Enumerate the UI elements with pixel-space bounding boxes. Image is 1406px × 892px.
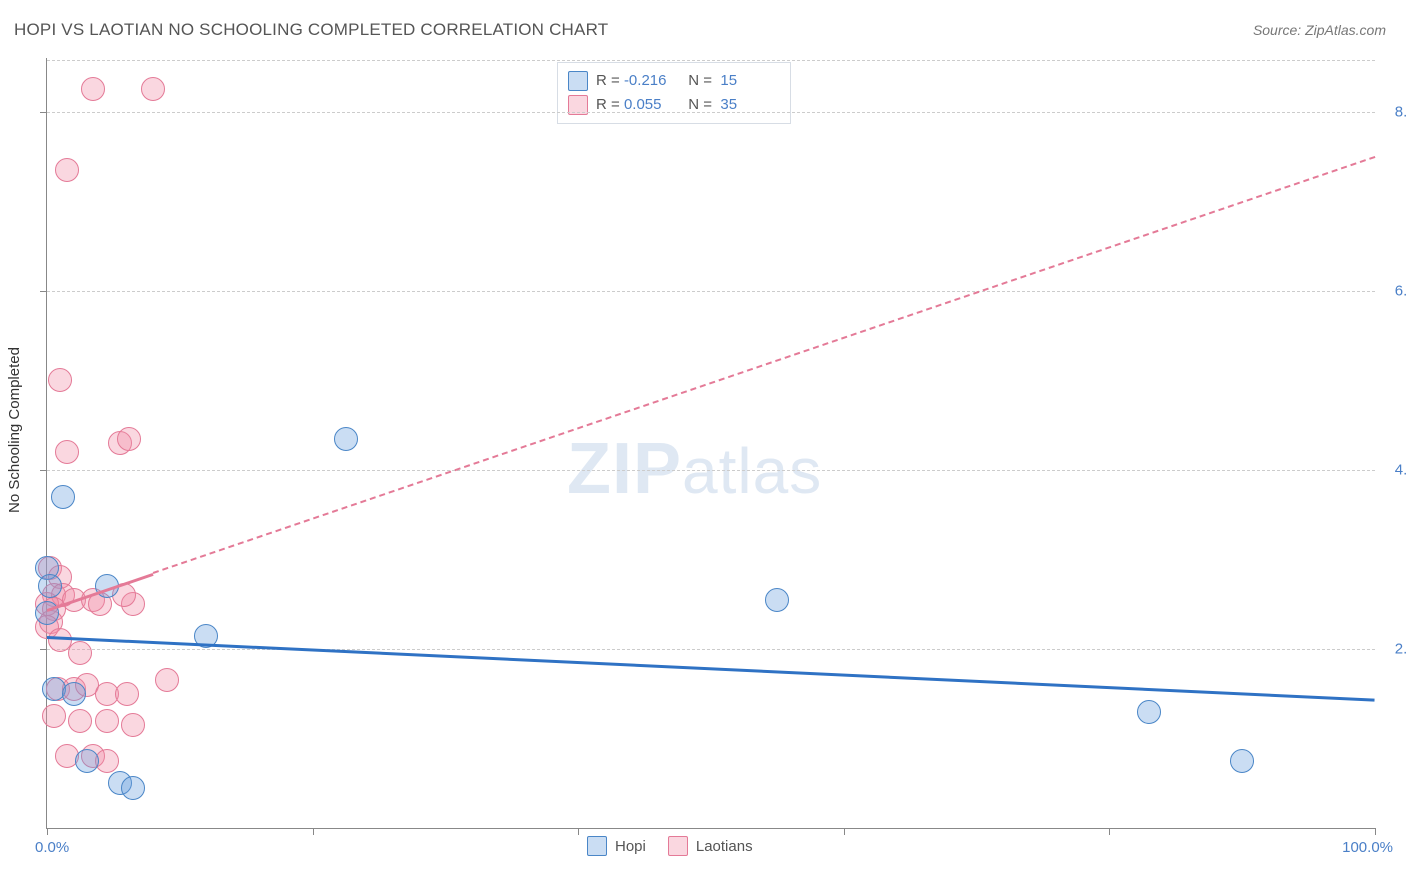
laotians-point (121, 713, 145, 737)
hopi-point (121, 776, 145, 800)
correlation-row: R = 0.055 N = 35 (568, 93, 776, 117)
y-tick-label: 4.0% (1395, 461, 1406, 478)
gridline (47, 649, 1375, 650)
laotians-point (68, 709, 92, 733)
gridline (47, 60, 1375, 61)
y-tick (40, 649, 47, 650)
laotians-point (115, 682, 139, 706)
trend-line (153, 157, 1375, 575)
laotians-point (81, 77, 105, 101)
x-axis-min-label: 0.0% (35, 839, 69, 856)
x-tick (47, 828, 48, 835)
y-tick (40, 470, 47, 471)
laotians-point (117, 427, 141, 451)
laotians-point (55, 158, 79, 182)
laotians-point (42, 704, 66, 728)
hopi-point (1230, 749, 1254, 773)
hopi-point (62, 682, 86, 706)
x-tick (1375, 828, 1376, 835)
y-tick-label: 8.0% (1395, 103, 1406, 120)
correlation-box: R = -0.216 N = 15R = 0.055 N = 35 (557, 62, 791, 124)
x-tick (313, 828, 314, 835)
legend-label: Laotians (696, 838, 753, 855)
gridline (47, 470, 1375, 471)
y-tick-label: 6.0% (1395, 282, 1406, 299)
source-label: Source: ZipAtlas.com (1253, 22, 1386, 38)
legend-item: Hopi (587, 836, 646, 856)
y-tick (40, 291, 47, 292)
y-axis-title: No Schooling Completed (6, 347, 23, 513)
hopi-point (765, 588, 789, 612)
x-tick (844, 828, 845, 835)
x-tick (578, 828, 579, 835)
laotians-point (95, 709, 119, 733)
x-tick (1109, 828, 1110, 835)
chart-area: ZIPatlas R = -0.216 N = 15R = 0.055 N = … (46, 58, 1375, 829)
hopi-point (334, 427, 358, 451)
trend-line (47, 636, 1375, 701)
laotians-point (48, 368, 72, 392)
gridline (47, 112, 1375, 113)
gridline (47, 291, 1375, 292)
hopi-point (51, 485, 75, 509)
laotians-point (68, 641, 92, 665)
legend-label: Hopi (615, 838, 646, 855)
laotians-point (55, 440, 79, 464)
hopi-point (1137, 700, 1161, 724)
legend: Hopi Laotians (587, 836, 753, 856)
chart-title: HOPI VS LAOTIAN NO SCHOOLING COMPLETED C… (14, 20, 608, 40)
laotians-point (155, 668, 179, 692)
hopi-point (38, 574, 62, 598)
correlation-row: R = -0.216 N = 15 (568, 69, 776, 93)
hopi-point (75, 749, 99, 773)
legend-item: Laotians (668, 836, 753, 856)
y-tick (40, 112, 47, 113)
series-swatch (668, 836, 688, 856)
x-axis-max-label: 100.0% (1342, 839, 1393, 856)
y-tick-label: 2.0% (1395, 640, 1406, 657)
laotians-point (141, 77, 165, 101)
series-swatch (587, 836, 607, 856)
hopi-point (35, 601, 59, 625)
series-swatch (568, 71, 588, 91)
watermark-rest: atlas (682, 435, 822, 507)
